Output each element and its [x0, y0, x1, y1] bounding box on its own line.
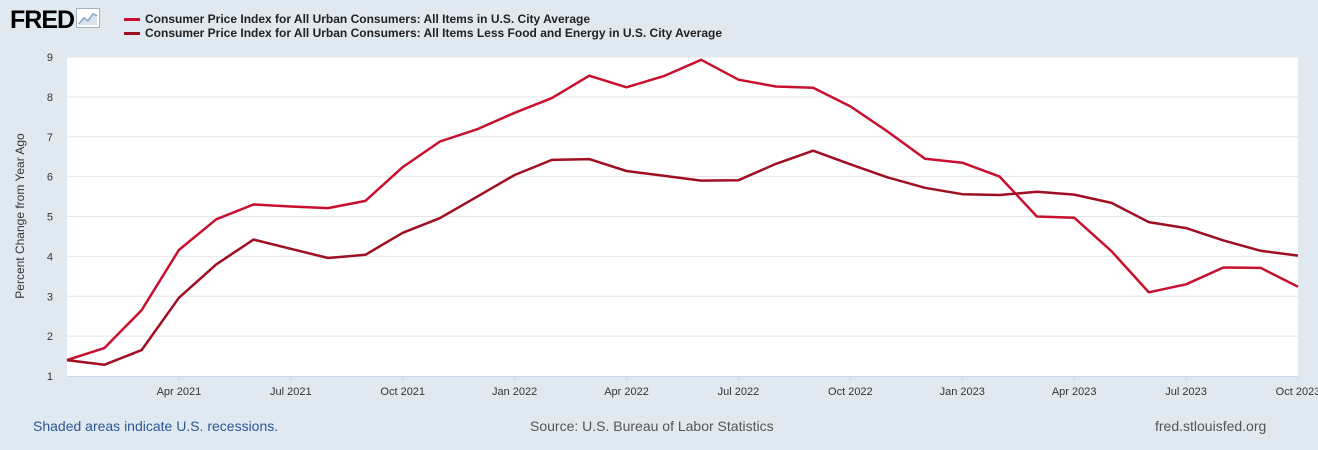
legend-item-cpi-all[interactable]: Consumer Price Index for All Urban Consu…: [124, 12, 722, 26]
y-tick-label: 4: [47, 251, 53, 263]
y-tick-label: 6: [47, 172, 53, 184]
fred-chart-icon: [76, 8, 101, 33]
x-tick-label: Apr 2021: [157, 386, 202, 398]
y-tick-label: 2: [47, 331, 53, 343]
y-tick-label: 8: [47, 92, 53, 104]
y-tick-label: 3: [47, 291, 53, 303]
y-axis-title: Percent Change from Year Ago: [13, 133, 27, 299]
x-tick-label: Jul 2021: [270, 386, 312, 398]
x-tick-label: Oct 2023: [1276, 386, 1318, 398]
source-note: Source: U.S. Bureau of Labor Statistics: [530, 418, 774, 434]
x-tick-label: Apr 2023: [1052, 386, 1097, 398]
site-link[interactable]: fred.stlouisfed.org: [1155, 418, 1267, 434]
x-tick-label: Jul 2023: [1165, 386, 1207, 398]
y-tick-label: 1: [47, 371, 53, 383]
x-tick-label: Oct 2021: [380, 386, 425, 398]
legend-swatch: [124, 17, 140, 21]
legend-swatch: [124, 31, 140, 35]
fred-logo[interactable]: FRED: [10, 6, 101, 35]
legend-item-cpi-core[interactable]: Consumer Price Index for All Urban Consu…: [124, 26, 722, 40]
recessions-note: Shaded areas indicate U.S. recessions.: [33, 418, 279, 434]
legend-label: Consumer Price Index for All Urban Consu…: [145, 26, 723, 40]
logo-text: FRED: [10, 6, 75, 34]
y-tick-label: 7: [47, 132, 53, 144]
x-tick-label: Jan 2022: [492, 386, 537, 398]
legend-label: Consumer Price Index for All Urban Consu…: [145, 12, 590, 26]
series-line-1: [66, 58, 1299, 362]
x-tick-label: Jul 2022: [718, 386, 760, 398]
x-tick-label: Oct 2022: [828, 386, 873, 398]
chart-legend: Consumer Price Index for All Urban Consu…: [124, 12, 722, 40]
x-tick-label: Jan 2023: [940, 386, 985, 398]
series-line-2: [66, 149, 1299, 367]
y-tick-label: 5: [47, 212, 53, 224]
x-tick-label: Apr 2022: [604, 386, 649, 398]
y-tick-label: 9: [47, 52, 53, 64]
